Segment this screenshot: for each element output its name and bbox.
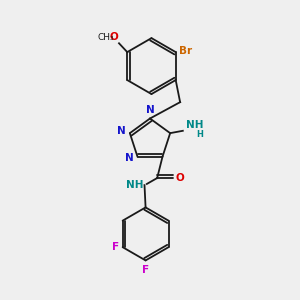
Text: N: N [117,126,126,136]
Text: NH: NH [186,120,203,130]
Text: F: F [142,266,149,275]
Text: CH₃: CH₃ [97,33,114,42]
Text: H: H [196,130,203,140]
Text: NH: NH [126,180,143,190]
Text: N: N [125,153,134,163]
Text: Br: Br [179,46,192,56]
Text: N: N [146,105,155,115]
Text: F: F [112,242,119,253]
Text: O: O [109,32,118,42]
Text: O: O [175,173,184,183]
